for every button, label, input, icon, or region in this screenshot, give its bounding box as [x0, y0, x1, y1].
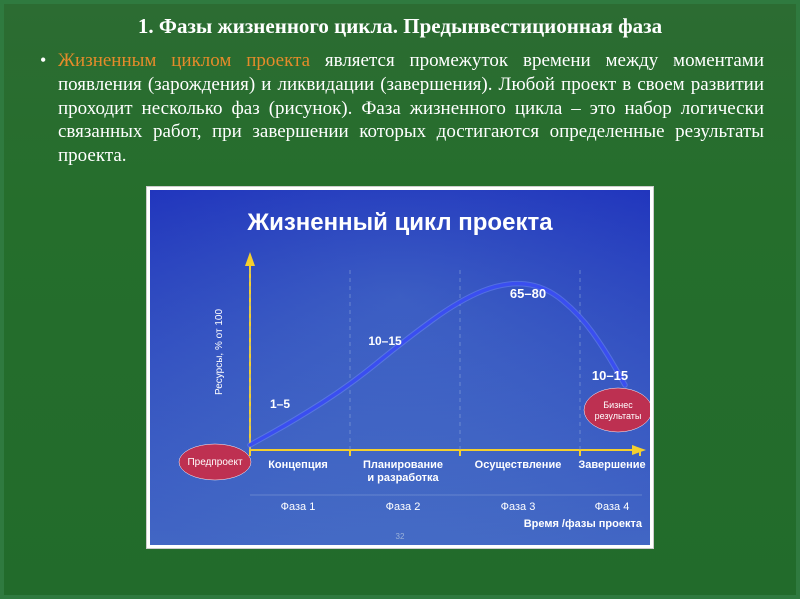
body-paragraph-container: Жизненным циклом проекта является промеж… [36, 49, 764, 168]
svg-text:Фаза 3: Фаза 3 [501, 501, 536, 513]
svg-text:65–80: 65–80 [510, 286, 546, 301]
svg-text:Жизненный цикл проекта: Жизненный цикл проекта [246, 209, 553, 236]
svg-text:Время /фазы проекта: Время /фазы проекта [524, 518, 643, 530]
svg-text:Планирование: Планирование [363, 459, 443, 471]
svg-text:Бизнес: Бизнес [603, 400, 633, 410]
svg-text:Ресурсы, % от 100: Ресурсы, % от 100 [214, 308, 225, 394]
svg-text:10–15: 10–15 [368, 334, 402, 348]
svg-text:результаты: результаты [595, 411, 642, 421]
svg-text:Предпроект: Предпроект [187, 457, 243, 468]
body-paragraph: Жизненным циклом проекта является промеж… [58, 49, 764, 168]
svg-text:и разработка: и разработка [367, 472, 439, 484]
svg-text:Концепция: Концепция [268, 459, 328, 471]
highlight-term: Жизненным циклом проекта [58, 50, 310, 71]
svg-text:Фаза 2: Фаза 2 [386, 501, 421, 513]
svg-text:Осуществление: Осуществление [475, 459, 562, 471]
svg-text:1–5: 1–5 [270, 397, 290, 411]
svg-text:32: 32 [396, 532, 405, 541]
lifecycle-chart: Жизненный цикл проекта Ресурсы, % от 100 В… [150, 190, 650, 545]
svg-text:Завершение: Завершение [578, 459, 645, 471]
svg-text:Фаза 1: Фаза 1 [281, 501, 316, 513]
chart-frame: Жизненный цикл проекта Ресурсы, % от 100 В… [146, 186, 654, 549]
slide: 1. Фазы жизненного цикла. Предынвестицио… [0, 0, 800, 599]
page-title: 1. Фазы жизненного цикла. Предынвестицио… [36, 14, 764, 39]
svg-text:10–15: 10–15 [592, 368, 628, 383]
svg-text:Фаза 4: Фаза 4 [595, 501, 630, 513]
